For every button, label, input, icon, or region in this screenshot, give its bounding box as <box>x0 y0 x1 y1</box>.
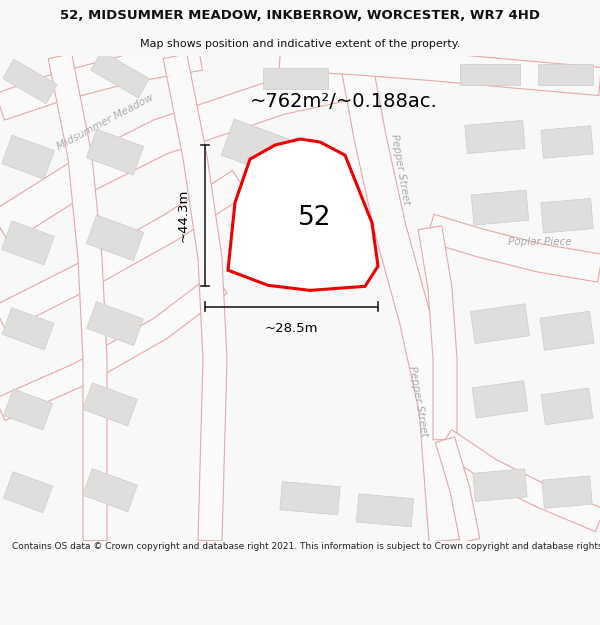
Bar <box>83 383 137 426</box>
Bar <box>3 59 57 104</box>
Bar <box>538 64 593 84</box>
Polygon shape <box>0 274 227 421</box>
Bar <box>471 190 529 225</box>
Bar <box>472 381 528 418</box>
Polygon shape <box>426 214 600 282</box>
Bar <box>356 494 413 527</box>
Bar <box>87 302 143 346</box>
Text: Midsummer Meadow: Midsummer Meadow <box>55 92 155 152</box>
Bar <box>86 129 143 175</box>
Text: ~762m²/~0.188ac.: ~762m²/~0.188ac. <box>250 92 438 111</box>
Text: Pepper Street: Pepper Street <box>389 133 411 206</box>
Text: ~44.3m: ~44.3m <box>176 189 190 242</box>
Bar <box>473 469 527 501</box>
Bar <box>470 304 529 344</box>
Bar <box>4 472 53 512</box>
Bar <box>91 51 149 98</box>
Bar <box>2 221 54 265</box>
Bar <box>263 68 328 89</box>
Bar <box>460 64 520 84</box>
Bar <box>86 215 143 261</box>
Polygon shape <box>48 54 107 541</box>
Polygon shape <box>163 54 227 541</box>
Polygon shape <box>436 437 480 542</box>
Bar <box>2 135 54 179</box>
Bar <box>2 308 54 350</box>
Polygon shape <box>279 42 600 96</box>
Bar <box>541 126 593 158</box>
Bar <box>465 121 525 154</box>
Bar <box>541 388 593 425</box>
Polygon shape <box>0 42 202 120</box>
Bar <box>221 119 289 175</box>
Text: Map shows position and indicative extent of the property.: Map shows position and indicative extent… <box>140 39 460 49</box>
Bar <box>541 198 593 233</box>
Text: 52, MIDSUMMER MEADOW, INKBERROW, WORCESTER, WR7 4HD: 52, MIDSUMMER MEADOW, INKBERROW, WORCEST… <box>60 9 540 22</box>
Text: ~28.5m: ~28.5m <box>265 322 318 335</box>
Polygon shape <box>0 171 248 331</box>
Text: 52: 52 <box>298 205 332 231</box>
Bar <box>4 389 53 430</box>
Bar <box>83 469 137 512</box>
Bar <box>542 476 592 508</box>
Polygon shape <box>418 226 457 440</box>
Polygon shape <box>339 53 461 542</box>
Polygon shape <box>439 429 600 532</box>
Text: Poplar Piece: Poplar Piece <box>508 237 572 247</box>
Text: Contains OS data © Crown copyright and database right 2021. This information is : Contains OS data © Crown copyright and d… <box>12 542 600 551</box>
Bar <box>540 311 594 350</box>
Polygon shape <box>0 64 354 243</box>
Bar <box>280 482 340 515</box>
Polygon shape <box>228 139 378 291</box>
Text: Pepper Street: Pepper Street <box>407 365 429 438</box>
Bar <box>236 195 301 250</box>
